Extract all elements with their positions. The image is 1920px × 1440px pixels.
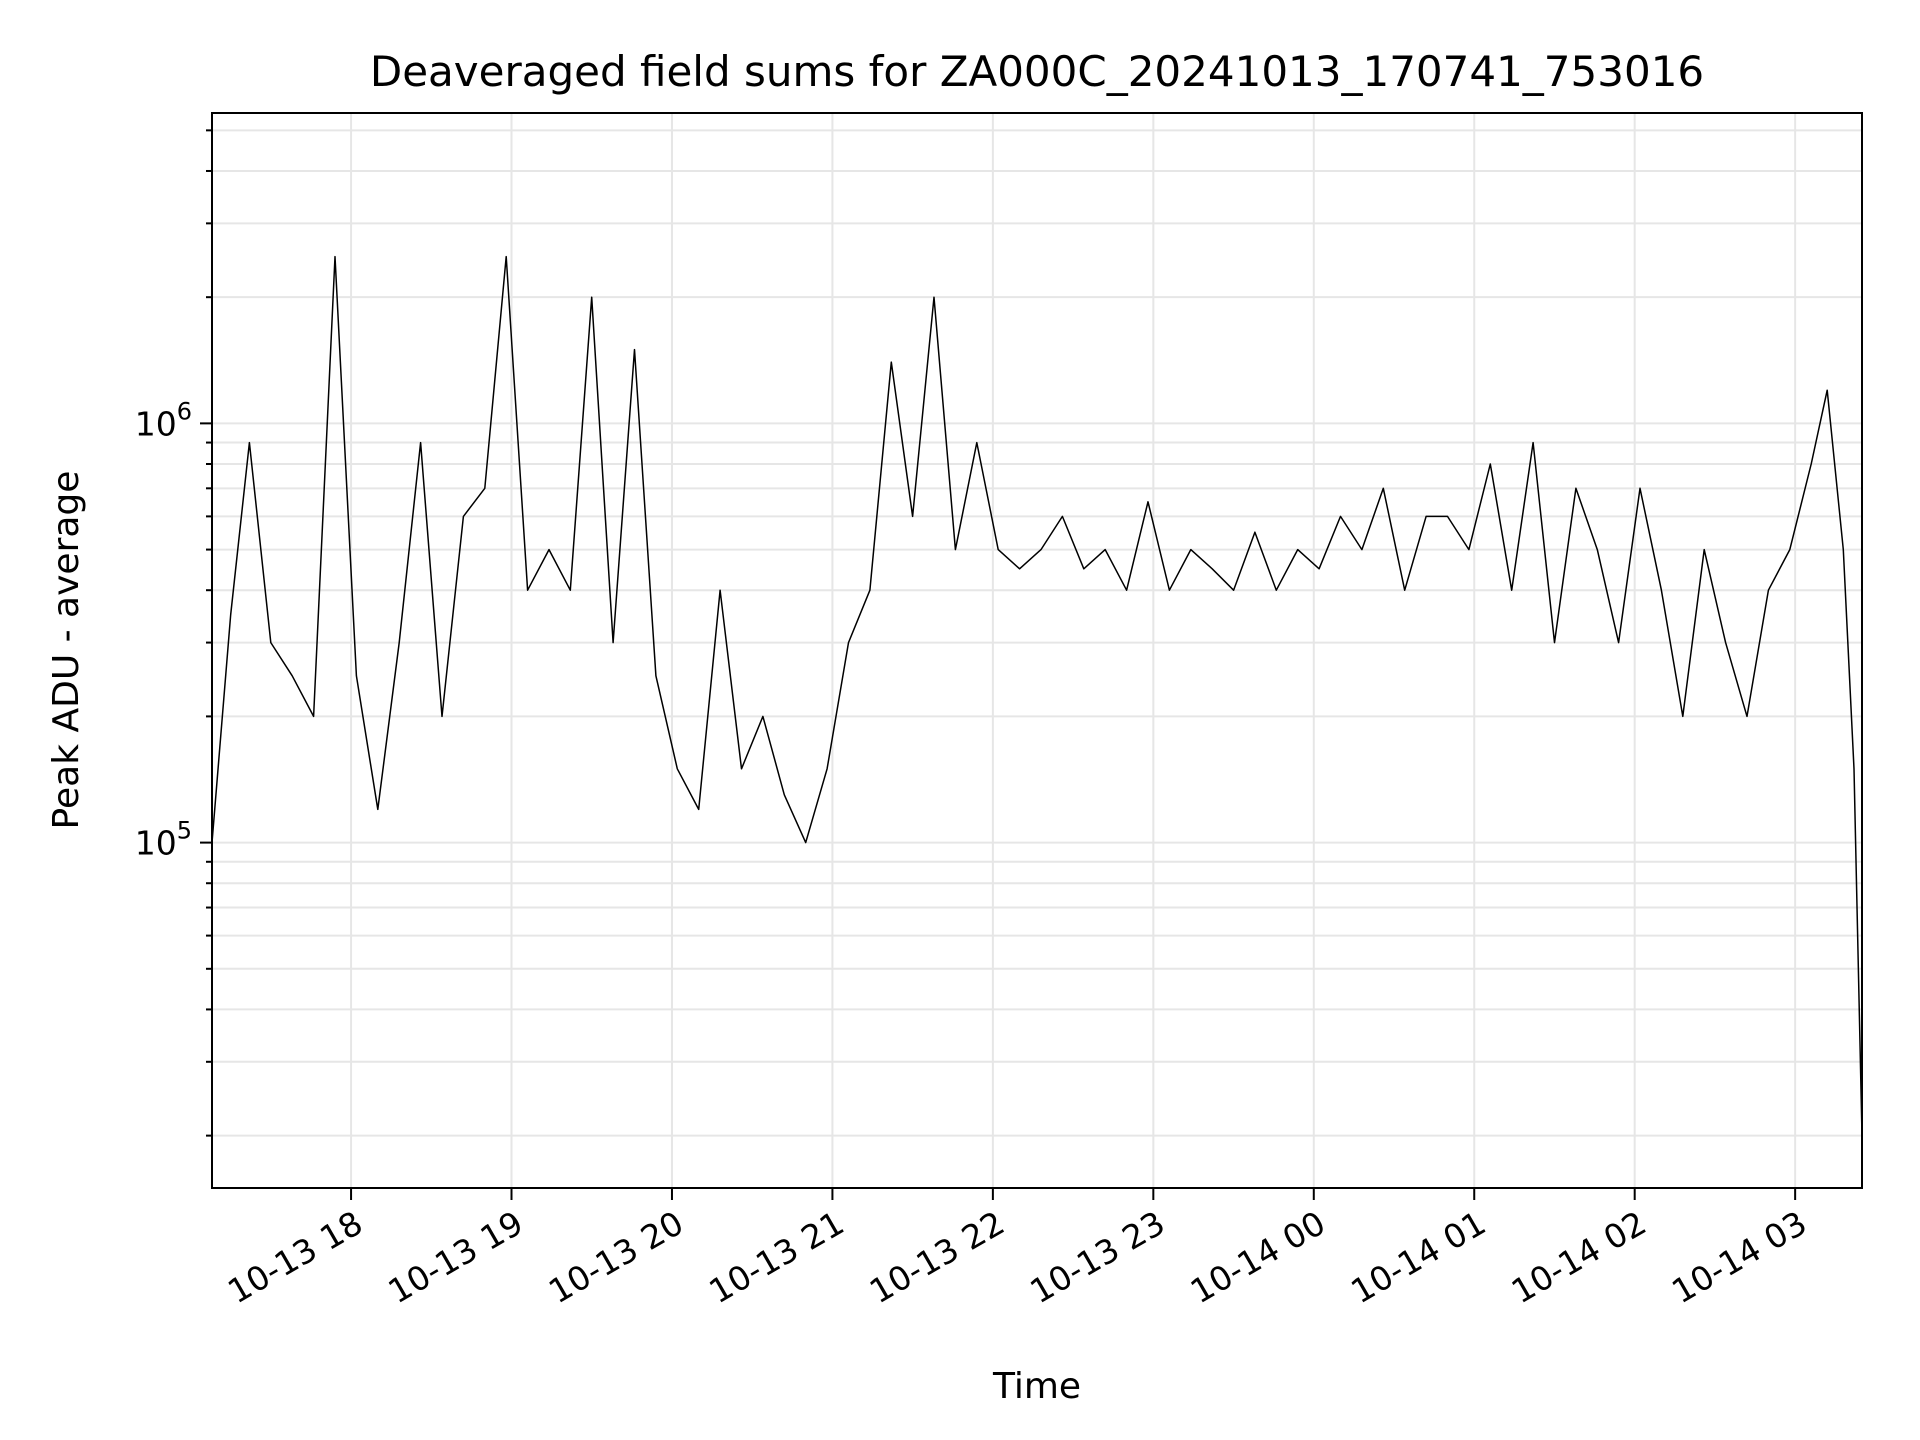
y-axis-label: Peak ADU - average <box>46 471 87 830</box>
series-line <box>211 255 1863 1136</box>
x-axis-label: Time <box>992 1366 1081 1407</box>
grid <box>212 113 1862 1188</box>
data-line <box>211 255 1863 1136</box>
y-tick-label: 106 <box>135 397 192 443</box>
y-tick-label: 105 <box>135 817 192 863</box>
y-axis: 105 106 <box>135 129 212 1137</box>
plot-frame <box>211 112 1863 1189</box>
chart-title: Deaveraged field sums for ZA000C_2024101… <box>370 47 1704 96</box>
